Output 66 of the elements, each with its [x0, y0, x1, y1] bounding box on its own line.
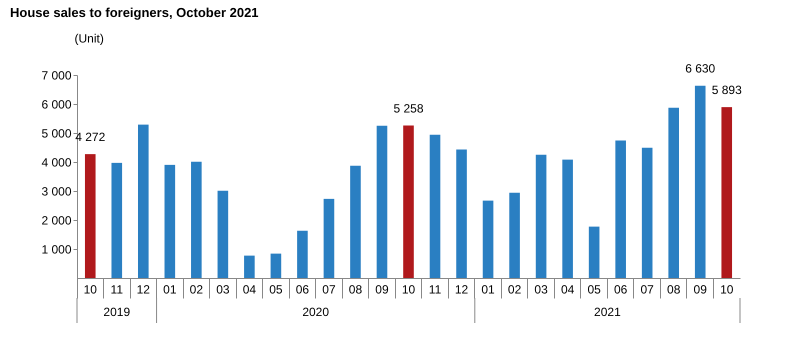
- bar: [509, 192, 520, 278]
- x-tick-label: 07: [322, 282, 336, 296]
- bar: [562, 160, 573, 278]
- bar: [536, 154, 546, 278]
- bar: [270, 254, 282, 278]
- x-tick-label: 05: [269, 282, 283, 296]
- data-label: 5 258: [393, 102, 424, 116]
- text: 2020: [302, 305, 330, 319]
- bar: [430, 134, 440, 278]
- text: 2019: [103, 305, 130, 319]
- bar: [218, 190, 228, 278]
- x-tick-label: 01: [481, 282, 496, 296]
- bar: [721, 107, 732, 278]
- chart-title: House sales to foreigners, October 2021: [10, 5, 259, 20]
- x-tick-label: 10: [402, 282, 416, 296]
- x-tick-label: 12: [136, 282, 150, 296]
- x-tick-label: 09: [694, 282, 708, 296]
- x-tick-label: 04: [242, 282, 256, 296]
- x-tick-label: 09: [375, 282, 389, 296]
- bar: [403, 126, 414, 278]
- x-tick-label: 03: [534, 282, 548, 296]
- bar: [191, 162, 202, 278]
- x-tick-label: 06: [296, 282, 310, 296]
- x-tick-label: 02: [190, 282, 204, 296]
- data-label: 6 630: [685, 62, 716, 76]
- bar: [456, 150, 467, 278]
- bar: [668, 108, 680, 278]
- x-tick-label: 04: [560, 282, 575, 296]
- x-tick-label: 03: [216, 282, 230, 296]
- x-tick-label: 11: [428, 282, 442, 296]
- data-label: 5 893: [712, 83, 742, 98]
- bar: [376, 126, 388, 278]
- y-tick-label: 5 000: [41, 126, 72, 140]
- x-tick-label: 10: [84, 282, 98, 296]
- y-tick-label: 1 000: [41, 242, 72, 256]
- bar: [694, 86, 706, 278]
- y-tick-label: 4 000: [41, 156, 72, 170]
- x-tick-label: 05: [587, 282, 602, 296]
- x-tick-label: 11: [110, 282, 124, 296]
- bar: [164, 164, 176, 278]
- bar: [84, 154, 96, 278]
- bar: [324, 198, 334, 278]
- bar: [111, 162, 122, 278]
- y-tick-label: 3 000: [41, 184, 72, 198]
- x-tick-label: 08: [667, 282, 681, 296]
- bar: [244, 256, 255, 278]
- x-tick-label: 02: [508, 282, 522, 296]
- x-tick-label: 08: [348, 282, 362, 296]
- x-tick-label: 07: [640, 282, 654, 296]
- x-tick-label: 06: [614, 282, 628, 296]
- text: 2021: [594, 305, 622, 319]
- bar: [615, 140, 626, 278]
- bar: [642, 148, 652, 278]
- x-tick-label: 12: [454, 282, 469, 296]
- y-tick-label: 6 000: [41, 98, 72, 112]
- bar: [482, 200, 494, 278]
- bar: [297, 230, 308, 278]
- data-label: 4 272: [75, 130, 106, 144]
- x-tick-label: 01: [163, 282, 177, 296]
- y-tick-label: 2 000: [41, 214, 72, 228]
- bar: [138, 124, 149, 278]
- y-tick-label: 7 000: [41, 68, 72, 82]
- x-tick-label: 10: [720, 282, 734, 296]
- bar: [588, 226, 600, 278]
- bar: [350, 166, 361, 278]
- y-axis-title: (Unit): [74, 32, 104, 46]
